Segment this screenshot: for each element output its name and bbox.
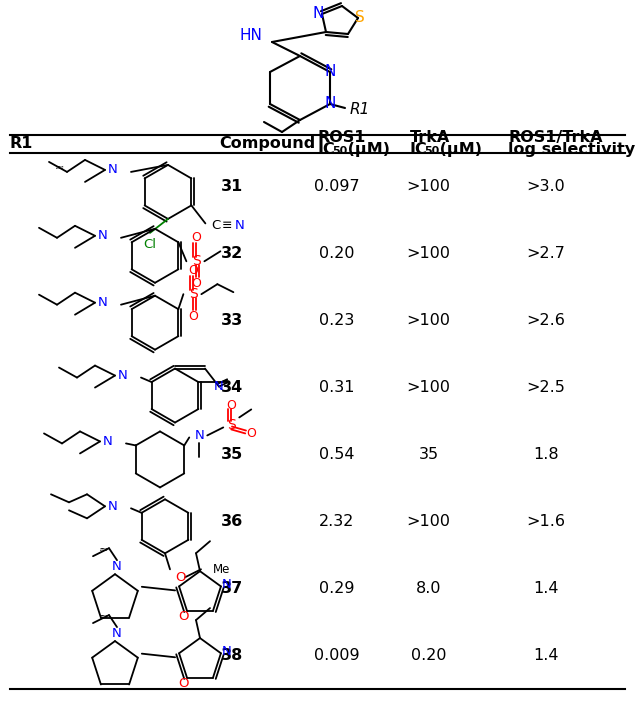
Text: 36: 36 [220,514,243,529]
Text: S: S [189,287,197,301]
Text: O: O [189,310,198,322]
Text: 0.097: 0.097 [314,180,359,194]
Text: S: S [192,254,201,268]
Text: 8.0: 8.0 [416,581,441,596]
Text: O: O [191,231,201,244]
Text: O: O [189,264,198,277]
Text: N: N [222,578,232,591]
Text: 0.20: 0.20 [411,648,446,662]
Text: Me: Me [213,562,231,576]
Text: O: O [178,677,189,691]
Text: N: N [234,219,244,232]
Text: R1: R1 [350,103,370,118]
Text: O: O [226,399,236,412]
Text: 50: 50 [424,146,439,156]
Text: HN: HN [239,27,262,42]
Text: ≡: ≡ [222,219,232,232]
Text: >3.0: >3.0 [526,180,566,194]
Text: 0.54: 0.54 [319,447,354,462]
Text: N: N [118,369,128,382]
Text: N: N [194,429,204,442]
Text: N: N [98,230,108,242]
Text: 31: 31 [220,180,243,194]
Text: ≈: ≈ [55,163,65,173]
Text: O: O [175,571,185,584]
Text: >2.7: >2.7 [526,246,566,261]
Text: N: N [103,435,113,448]
Text: >100: >100 [406,514,451,529]
Text: N: N [108,163,118,177]
Text: O: O [178,610,189,624]
Text: 0.009: 0.009 [314,648,359,662]
Text: >2.5: >2.5 [526,380,566,395]
Text: >2.6: >2.6 [526,313,566,328]
Text: ≈: ≈ [98,612,108,622]
Text: TrkA: TrkA [410,130,450,146]
Text: R1: R1 [10,136,33,151]
Text: 0.20: 0.20 [319,246,354,261]
Text: 37: 37 [220,581,243,596]
Text: ROS1/TrkA: ROS1/TrkA [508,130,603,146]
Text: 1.4: 1.4 [533,648,559,662]
Text: 0.29: 0.29 [319,581,354,596]
Text: N: N [312,6,324,22]
Text: N: N [112,627,122,639]
Text: (μM): (μM) [434,142,482,157]
Text: >1.6: >1.6 [526,514,566,529]
Text: Compound: Compound [219,136,316,151]
Text: 1.8: 1.8 [533,447,559,462]
Text: >100: >100 [406,313,451,328]
Text: S: S [355,11,365,25]
Text: (μM): (μM) [342,142,390,157]
Text: 38: 38 [220,648,243,662]
Text: N: N [324,65,336,80]
Text: 2.32: 2.32 [319,514,354,529]
Text: C: C [211,219,220,232]
Text: 32: 32 [220,246,243,261]
Text: >100: >100 [406,180,451,194]
Text: Cl: Cl [144,239,156,251]
Text: S: S [227,418,236,432]
Text: O: O [191,277,201,290]
Text: 1.4: 1.4 [533,581,559,596]
Text: 0.23: 0.23 [319,313,354,328]
Text: IC: IC [410,142,427,157]
Text: 50: 50 [332,146,347,156]
Text: N: N [108,500,118,513]
Text: >100: >100 [406,380,451,395]
Text: 35: 35 [220,447,243,462]
Text: 0.31: 0.31 [319,380,354,395]
Text: 33: 33 [220,313,243,328]
Text: IC: IC [318,142,335,157]
Text: ROS1: ROS1 [318,130,366,146]
Text: N: N [214,380,224,393]
Text: >100: >100 [406,246,451,261]
Text: N: N [112,560,122,572]
Text: 34: 34 [220,380,243,395]
Text: log selectivity: log selectivity [508,142,635,157]
Text: O: O [246,427,256,440]
Text: 35: 35 [418,447,439,462]
Text: N: N [98,296,108,309]
Text: N: N [324,96,336,111]
Text: ≈: ≈ [98,545,108,555]
Text: N: N [222,645,232,658]
